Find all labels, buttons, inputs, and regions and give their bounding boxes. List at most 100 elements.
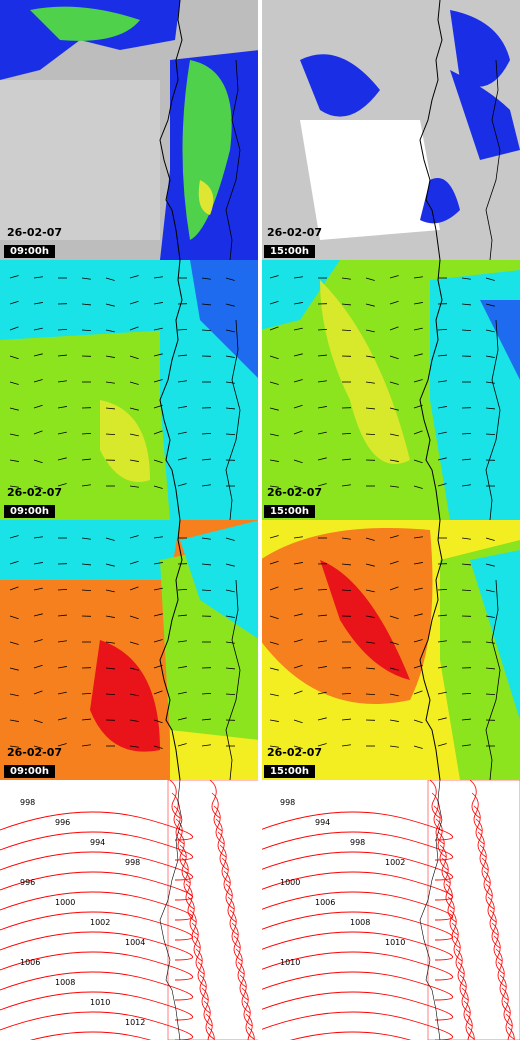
wind-arrow	[177, 588, 188, 591]
isobar-labels: 998 996 994 998 996 1000 1002 1004 1006 1008 1010 1…	[20, 798, 145, 1027]
wind-arrow	[81, 537, 91, 540]
isobar-dense-lines	[429, 780, 515, 1040]
isobar-label: 1010	[90, 998, 110, 1007]
isobar-line	[173, 805, 185, 845]
border-line	[225, 319, 241, 520]
wind-arrow	[365, 537, 375, 541]
wind-map-0900: 26-02-07 09:00h	[0, 260, 260, 520]
wind-arrow	[225, 615, 235, 618]
isobar-line	[429, 780, 441, 819]
wind-arrow	[129, 745, 139, 748]
isobar-label: 996	[20, 878, 35, 887]
wind-arrow	[9, 275, 19, 279]
coastline	[159, 780, 183, 1040]
wind-arrow	[389, 275, 399, 279]
wind-arrow	[9, 586, 19, 591]
wind-arrow	[437, 614, 447, 617]
wind-arrow	[437, 666, 447, 669]
wind-arrow	[293, 302, 303, 305]
isobar-lines	[260, 811, 454, 1040]
wind-yellow-area	[320, 280, 410, 464]
wind-arrow	[33, 404, 43, 409]
wind-arrow	[485, 641, 495, 644]
wind-arrow	[269, 300, 279, 305]
isobar-line	[473, 805, 485, 845]
isobar-line	[260, 971, 454, 1001]
isobar-line	[219, 844, 231, 884]
wind-arrow	[153, 562, 163, 565]
wind-arrow	[153, 639, 163, 643]
wind-arrow	[81, 692, 92, 695]
isobar-dense-lines	[169, 780, 255, 1040]
wind-arrow	[201, 718, 211, 721]
timestamp: 26-02-07 15:00h	[264, 746, 325, 778]
wind-arrow	[413, 587, 423, 591]
wind-arrow	[389, 745, 399, 748]
cloud-map-1500: 26-02-07 15:00h	[260, 0, 520, 260]
wind-arrow	[201, 303, 211, 306]
cloud-cover-map	[0, 0, 260, 260]
border-line	[485, 579, 501, 780]
wind-arrow	[153, 536, 163, 539]
time-label: 09:00h	[4, 505, 55, 518]
wind-arrow	[9, 326, 19, 331]
cloud-map-0900: 26-02-07 09:00h	[0, 0, 260, 260]
wind-arrow	[341, 303, 351, 306]
coastline	[419, 260, 443, 520]
wind-arrow	[485, 563, 495, 567]
isobar-line	[205, 1013, 213, 1040]
wind-arrow	[341, 718, 351, 721]
isobar-frame	[167, 780, 260, 1040]
wind-arrow	[33, 664, 43, 669]
isobar-label: 998	[280, 798, 295, 807]
date-label: 26-02-07	[267, 226, 323, 239]
border-line	[225, 579, 241, 780]
isobar-line	[445, 883, 457, 923]
coastline	[159, 520, 183, 780]
isobar-line	[181, 857, 193, 897]
wind-arrow	[9, 485, 19, 488]
wind-arrow	[413, 639, 423, 643]
wind-arrow	[485, 537, 495, 541]
isobar-line	[221, 857, 233, 897]
wind-arrow	[57, 380, 67, 383]
isobar-label: 994	[90, 838, 105, 847]
isobar-line	[193, 935, 205, 975]
isobar-line	[475, 818, 487, 858]
isobar-line	[171, 792, 183, 832]
border-line	[485, 319, 501, 520]
wind-arrow	[9, 381, 19, 385]
cloud-cover-map	[260, 0, 520, 260]
wind-arrow	[81, 329, 92, 332]
cloud-green-area	[30, 6, 140, 41]
isobar-line	[227, 896, 239, 936]
wind-arrow	[201, 589, 212, 592]
isobar-line	[0, 831, 194, 861]
wind-arrow	[177, 483, 187, 487]
wind-arrow	[129, 615, 139, 620]
wind-arrow	[153, 719, 163, 724]
wind-arrow	[485, 329, 495, 333]
wind-arrow	[177, 743, 187, 747]
wind-arrow	[317, 380, 327, 383]
wind-arrow	[33, 562, 43, 565]
isobar-line	[223, 870, 235, 910]
time-label: 15:00h	[264, 505, 315, 518]
wind-arrow	[341, 563, 351, 566]
wind-arrow	[269, 535, 279, 539]
wind-arrow	[9, 560, 19, 565]
wind-arrow	[9, 300, 19, 305]
time-label: 09:00h	[4, 765, 55, 778]
isobar-line	[461, 987, 473, 1027]
time-label: 15:00h	[264, 765, 315, 778]
wind-arrow	[485, 615, 495, 618]
wind-arrow	[437, 483, 447, 487]
wind-arrow	[317, 483, 327, 487]
wind-arrow	[461, 432, 472, 435]
wind-arrow	[293, 690, 303, 695]
isobar-line	[435, 818, 447, 858]
wind-arrow	[389, 407, 399, 411]
wind-arrow	[129, 433, 139, 437]
wind-arrow	[269, 355, 279, 360]
wind-arrow	[461, 563, 471, 566]
